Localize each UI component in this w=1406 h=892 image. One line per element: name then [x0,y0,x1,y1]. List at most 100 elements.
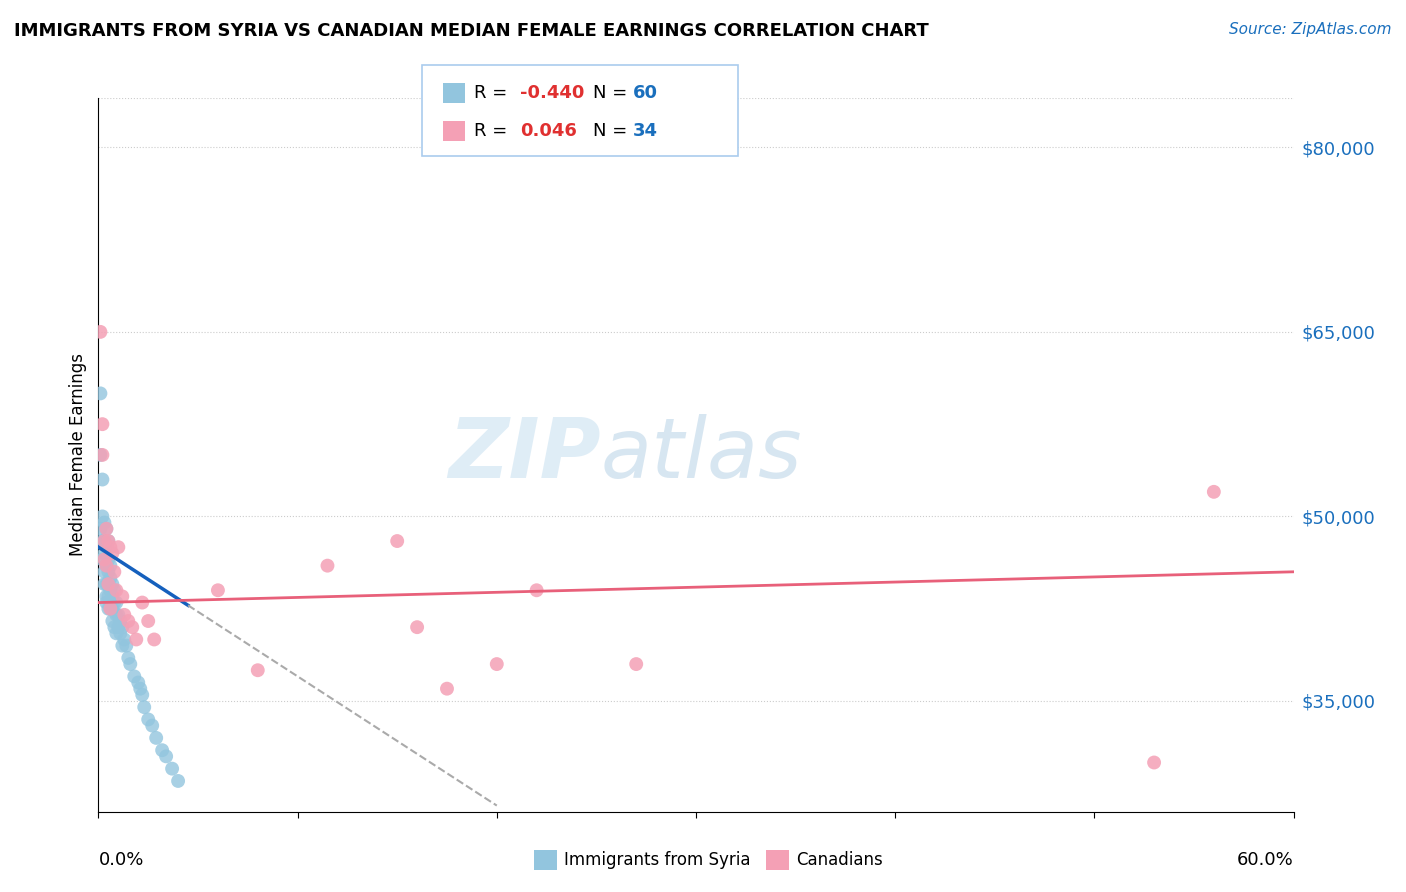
Text: 0.0%: 0.0% [98,851,143,869]
Point [91,417,114,432]
Point [93,577,115,591]
Point [436,681,458,696]
Point [101,546,124,560]
Point [91,448,114,462]
Point [485,657,508,671]
Text: Source: ZipAtlas.com: Source: ZipAtlas.com [1229,22,1392,37]
Point [150,743,173,757]
Point [121,620,143,634]
Point [103,583,125,598]
Point [93,546,115,560]
Point [131,688,153,702]
Text: IMMIGRANTS FROM SYRIA VS CANADIAN MEDIAN FEMALE EARNINGS CORRELATION CHART: IMMIGRANTS FROM SYRIA VS CANADIAN MEDIAN… [14,22,929,40]
Point [93,534,115,549]
Text: R =: R = [474,84,513,102]
Point [107,620,129,634]
Point [111,639,134,653]
Point [89,325,111,339]
Point [107,607,129,622]
Point [105,607,128,622]
Point [96,558,118,573]
Point [97,534,120,549]
Point [127,675,149,690]
Point [96,577,118,591]
Point [100,558,122,573]
Point [97,577,120,591]
Point [91,473,114,487]
Point [93,552,115,566]
Point [406,620,429,634]
Text: 60.0%: 60.0% [1237,851,1294,869]
Point [101,601,124,615]
Text: Canadians: Canadians [796,851,883,869]
Point [96,522,118,536]
Point [96,596,118,610]
Point [141,718,163,732]
Point [246,663,269,677]
Point [91,534,114,549]
Point [93,565,115,579]
Point [93,516,115,530]
Point [101,614,124,628]
Text: N =: N = [593,122,633,140]
Text: atlas: atlas [600,415,801,495]
Point [120,657,142,671]
Point [111,590,134,604]
Point [91,509,114,524]
Point [125,632,148,647]
Point [105,583,128,598]
Point [136,713,159,727]
Point [526,583,548,598]
Point [103,565,125,579]
Point [97,577,120,591]
Point [100,583,122,598]
Point [97,552,120,566]
Text: 0.046: 0.046 [520,122,576,140]
Point [207,583,229,598]
Point [103,596,125,610]
Point [101,590,124,604]
Text: N =: N = [593,84,633,102]
Point [136,614,159,628]
Text: -0.440: -0.440 [520,84,585,102]
Text: R =: R = [474,122,513,140]
Point [89,522,111,536]
Point [134,700,156,714]
Point [129,681,152,696]
Point [117,614,139,628]
Point [155,749,177,764]
Point [96,558,118,573]
Point [100,571,122,585]
Point [124,669,146,683]
Point [316,558,339,573]
Text: Immigrants from Syria: Immigrants from Syria [564,851,751,869]
Text: ZIP: ZIP [447,415,600,495]
Point [143,632,166,647]
Point [89,386,111,401]
Point [626,657,648,671]
Point [97,565,120,579]
Point [103,620,125,634]
Y-axis label: Median Female Earnings: Median Female Earnings [69,353,87,557]
Point [100,540,122,554]
Point [105,596,128,610]
Point [111,620,134,634]
Point [160,762,183,776]
Point [91,552,114,566]
Point [97,601,120,615]
Point [96,540,118,554]
Point [1202,484,1225,499]
Point [112,607,135,622]
Point [145,731,167,745]
Point [96,522,118,536]
Point [131,596,153,610]
Point [385,534,409,549]
Point [100,601,122,615]
Text: 34: 34 [633,122,658,140]
Point [101,577,124,591]
Point [167,774,190,789]
Point [117,651,139,665]
Point [105,626,128,640]
Point [112,632,135,647]
Point [1143,756,1166,770]
